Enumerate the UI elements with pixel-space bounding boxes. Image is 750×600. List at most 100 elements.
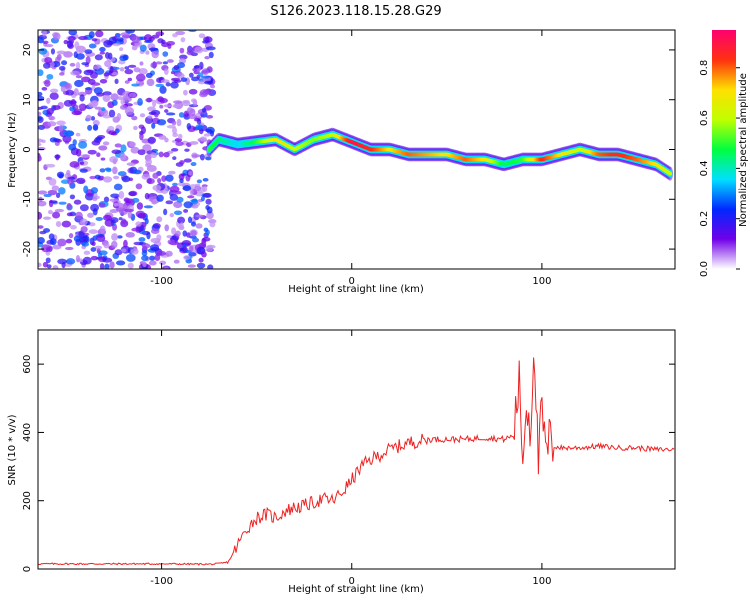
y-tick-label: 200 — [22, 491, 33, 510]
spectrogram-noise-cell — [156, 119, 167, 126]
spectrogram-noise-cell — [186, 50, 195, 56]
spectrogram-noise-cell — [188, 88, 198, 95]
spectrogram-noise-cell — [38, 225, 44, 229]
spectrogram-noise-cell — [208, 51, 214, 59]
x-tick-label: -100 — [150, 576, 173, 587]
spectrogram-noise-cell — [157, 177, 162, 184]
spectrogram-noise-cell — [38, 106, 44, 111]
spectrogram-noise-cell — [67, 176, 76, 180]
spectrogram-noise-cell — [48, 200, 58, 204]
spectrogram-noise-cell — [52, 265, 59, 269]
spectrogram-noise-cell — [148, 111, 157, 116]
spectrogram-noise-cell — [168, 170, 176, 175]
spectrogram-noise-cell — [75, 211, 83, 220]
spectrogram-noise-cell — [65, 238, 73, 244]
spectrogram-noise-cell — [99, 51, 106, 55]
y-tick-label: 0 — [22, 146, 33, 152]
spectrogram-noise-cell — [200, 196, 205, 202]
spectrogram-noise-cell — [65, 89, 75, 96]
spectrogram-noise-cell — [91, 100, 99, 107]
spectrogram-noise-cell — [58, 187, 66, 195]
spectrogram-noise-cell — [190, 221, 197, 227]
spectrogram-noise-cell — [186, 232, 191, 238]
spectrogram-noise-cell — [98, 250, 108, 256]
spectrogram-noise-cell — [66, 258, 76, 265]
spectrogram-noise-cell — [85, 114, 92, 122]
spectrogram-noise-cell — [52, 244, 62, 250]
spectrogram-noise-cell — [69, 106, 76, 112]
spectrogram-noise-cell — [127, 77, 133, 82]
spectrogram-noise-cell — [90, 255, 99, 261]
spectrogram-noise-cell — [191, 204, 199, 209]
spectrogram-noise-cell — [159, 260, 167, 265]
spectrogram-noise-cell — [54, 208, 65, 213]
spectrogram-noise-cell — [172, 132, 179, 138]
spectrogram-noise-cell — [115, 260, 126, 266]
spectrogram-noise-cell — [53, 32, 61, 41]
spectrogram-noise-cell — [130, 146, 140, 154]
spectrogram-noise-cell — [137, 98, 143, 106]
spectrogram-noise-cell — [148, 260, 157, 266]
spectrogram-noise-cell — [44, 57, 53, 64]
spectrogram-noise-cell — [100, 157, 106, 161]
spectrogram-noise-cell — [121, 218, 127, 225]
spectrogram-noise-cell — [205, 198, 212, 205]
spectrogram-noise-cell — [172, 156, 177, 161]
spectrogram-noise-cell — [196, 262, 206, 269]
spectrogram-noise-cell — [203, 227, 209, 232]
spectrogram-noise-cell — [171, 120, 177, 126]
y-tick-label: 20 — [22, 44, 33, 57]
spectrogram-noise-cell — [41, 86, 48, 91]
colorbar-tick-label: 0.8 — [699, 60, 710, 76]
spectrogram-noise-cell — [111, 240, 118, 249]
spectrogram-noise-cell — [113, 183, 123, 191]
spectrogram-noise-cell — [177, 133, 183, 140]
spectrogram-noise-cell — [114, 143, 122, 148]
spectrogram-noise-cell — [55, 154, 60, 161]
spectrogram-noise-cell — [166, 235, 172, 239]
spectrogram-noise-cell — [42, 40, 49, 45]
spectrogram-noise-cell — [104, 263, 110, 269]
spectrogram-noise-cell — [75, 61, 81, 70]
y-tick-label: 10 — [22, 93, 33, 106]
spectrogram-noise-cell — [172, 33, 178, 38]
spectrogram-noise-cell — [132, 169, 142, 174]
spectrogram-noise-cell — [125, 253, 136, 262]
spectrogram-noise-cell — [149, 244, 160, 251]
spectrogram-noise-cell — [109, 156, 119, 163]
spectrogram-noise-cell — [120, 153, 127, 161]
spectrogram-noise-cell — [152, 99, 157, 108]
spectrogram-noise-cell — [145, 50, 150, 55]
spectrogram-noise-cell — [130, 248, 139, 255]
spectrogram-noise-cell — [68, 30, 78, 36]
spectrogram-noise-cell — [75, 132, 81, 137]
spectrogram-noise-cell — [194, 46, 204, 54]
spectrogram-noise-cell — [112, 43, 121, 47]
spectrogram-noise-cell — [163, 104, 173, 108]
spectrogram-noise-cell — [93, 65, 101, 70]
spectrogram-noise-cell — [44, 44, 54, 48]
spectrogram-noise-cell — [112, 166, 118, 175]
spectrogram-noise-cell — [88, 43, 97, 49]
spectrogram-noise-cell — [180, 77, 188, 82]
spectrogram-noise-cell — [102, 114, 112, 119]
spectrogram-noise-cell — [143, 205, 153, 209]
spectrogram-noise-cell — [145, 158, 153, 166]
spectrogram-noise-cell — [169, 193, 179, 201]
spectrogram-noise-cell — [38, 95, 45, 102]
spectrogram-noise-cell — [127, 210, 133, 219]
spectrogram-noise-cell — [154, 254, 161, 262]
spectrogram-noise-cell — [88, 31, 95, 39]
spectrogram-noise-cell — [171, 227, 177, 235]
spectrogram-noise-cell — [104, 51, 110, 59]
spectrogram-noise-cell — [156, 194, 164, 202]
spectrogram-noise-cell — [159, 85, 167, 94]
spectrogram-noise-cell — [105, 168, 112, 173]
spectrogram-noise-cell — [43, 216, 52, 220]
x-tick-label: 0 — [349, 576, 355, 587]
spectrogram-noise-cell — [165, 200, 174, 205]
spectrogram-noise-cell — [98, 202, 106, 208]
spectrogram-noise-cell — [127, 262, 134, 269]
spectrogram-noise-cell — [90, 187, 99, 194]
spectrogram-noise-cell — [90, 203, 100, 212]
